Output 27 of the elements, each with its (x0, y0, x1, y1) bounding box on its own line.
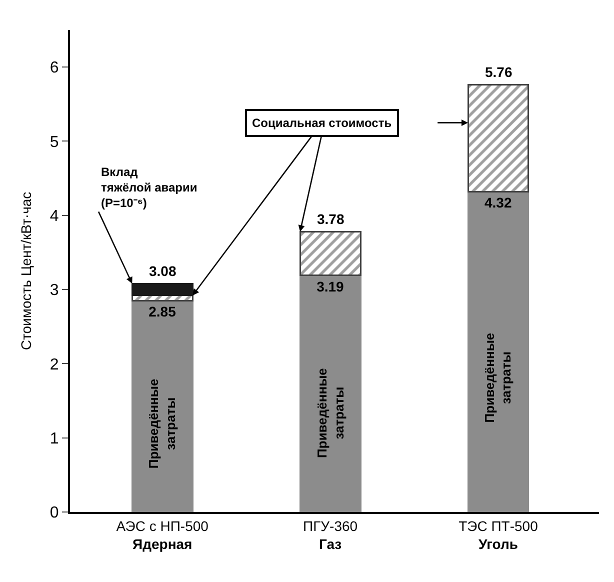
y-tick-label: 5 (50, 134, 59, 151)
bar (467, 190, 530, 512)
data-label: 4.32 (484, 194, 512, 211)
y-axis-title: Стоимость Цент/кВт·час (18, 192, 34, 350)
data-label: 3.19 (316, 278, 344, 294)
text: Вклад тяжёлой аварии (P=10⁻⁶) (101, 165, 198, 210)
bar (299, 274, 362, 512)
total-label: 5.76 (485, 64, 512, 80)
y-tick-label: 6 (50, 60, 59, 77)
total-label: 3.78 (317, 211, 344, 227)
x-tick-label: ТЭС ПТ-500 Уголь (458, 518, 538, 552)
y-tick-label: 0 (50, 504, 59, 522)
y-tick-label: 1 (50, 430, 59, 448)
bar (467, 84, 530, 192)
y-tick-label: 2 (50, 356, 59, 374)
series-label: Приведённые затраты (482, 332, 514, 423)
bar (131, 300, 194, 512)
x-tick-label: ПГУ-360 Газ (303, 518, 358, 552)
text: Приведённые затраты (314, 368, 347, 458)
text: Социальная стоимость (252, 116, 392, 130)
bar (299, 230, 362, 276)
y-tick-label: 3 (50, 282, 59, 300)
text: Приведённые затраты (146, 378, 178, 469)
y-tick-label: 4 (50, 208, 59, 225)
total-label: 3.08 (149, 263, 176, 279)
data-label: 2.85 (148, 304, 176, 320)
x-tick-label: АЭС с НП-500 Ядерная (116, 518, 209, 552)
